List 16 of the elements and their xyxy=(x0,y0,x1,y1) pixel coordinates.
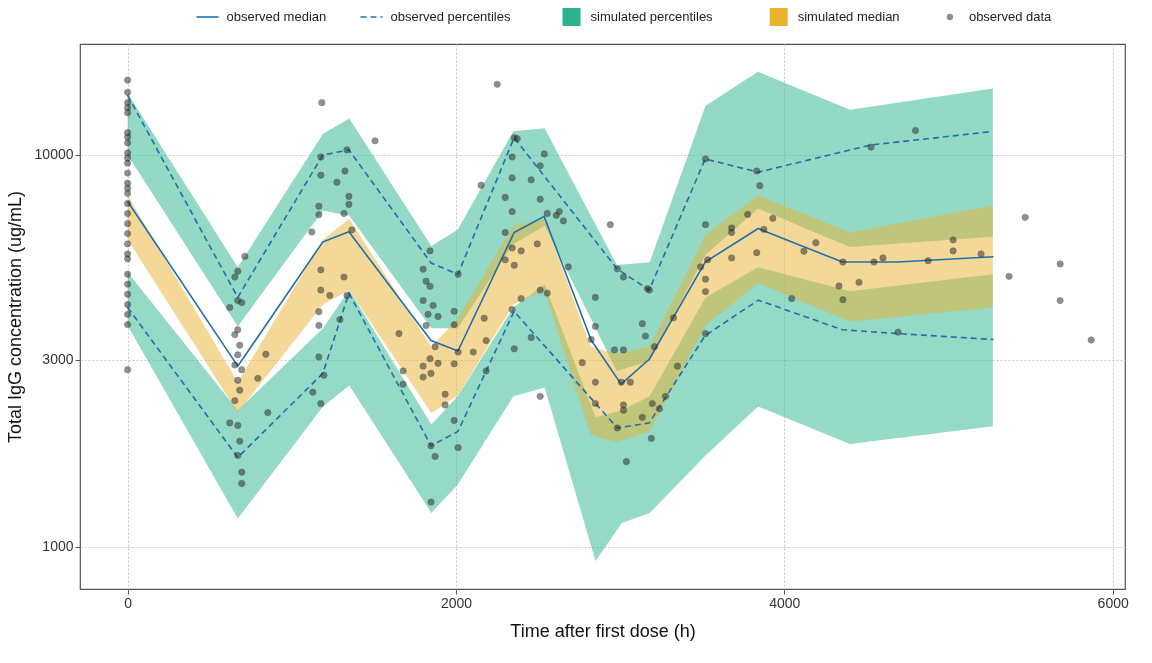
legend-label: simulated percentiles xyxy=(590,9,714,24)
y-tick-label: 3000 xyxy=(42,351,74,368)
x-tick-label: 6000 xyxy=(1097,594,1129,611)
x-axis-title: Time after first dose (h) xyxy=(510,620,696,641)
legend-label: observed median xyxy=(226,9,327,24)
y-tick-label: 10000 xyxy=(34,146,74,163)
x-tick-label: 4000 xyxy=(769,594,801,611)
legend-label: simulated median xyxy=(797,9,900,24)
y-axis-title: Total IgG concentration (ug/mL) xyxy=(4,190,25,444)
line-series xyxy=(126,200,995,385)
legend-label: observed data xyxy=(968,9,1053,24)
x-tick-label: 0 xyxy=(124,594,133,611)
legend-label: observed percentiles xyxy=(390,9,511,24)
y-tick-label: 1000 xyxy=(42,538,74,555)
line-series xyxy=(126,292,995,459)
x-tick-label: 2000 xyxy=(440,594,473,611)
